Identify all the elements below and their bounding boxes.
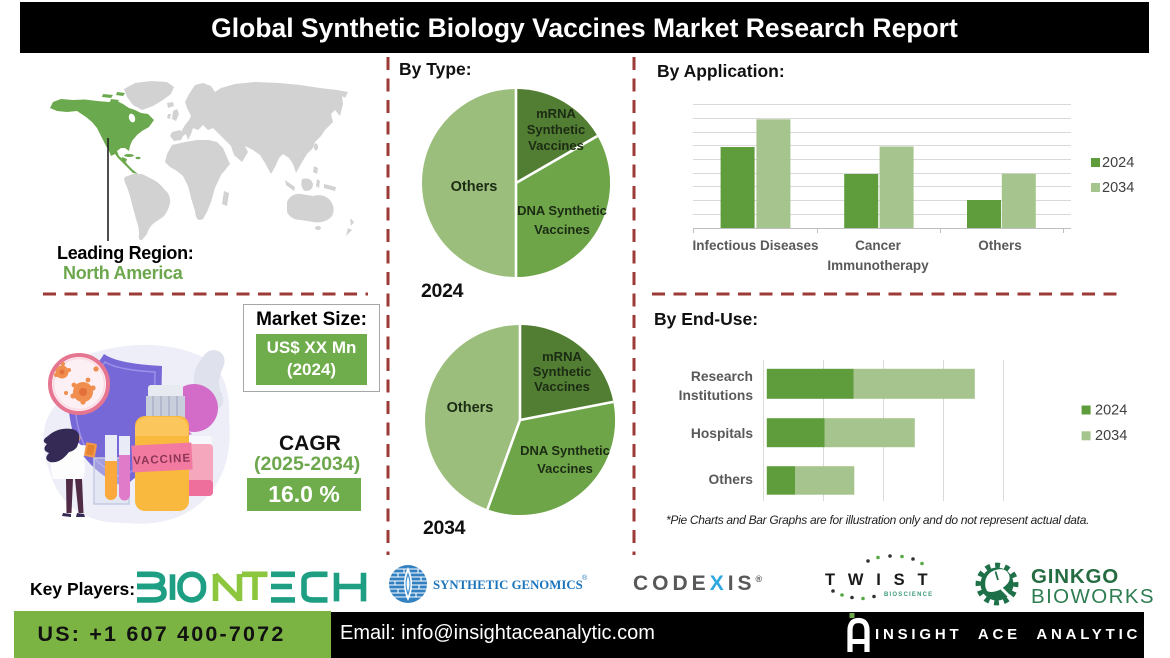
svg-text:GINKGO: GINKGO bbox=[1031, 565, 1119, 588]
svg-text:BIOWORKS: BIOWORKS bbox=[1031, 585, 1155, 608]
svg-text:BIOSCIENCE: BIOSCIENCE bbox=[884, 592, 933, 598]
svg-text:Others: Others bbox=[447, 400, 494, 416]
svg-text:Others: Others bbox=[451, 179, 498, 195]
svg-text:Immunotherapy: Immunotherapy bbox=[827, 258, 929, 273]
svg-text:SYNTHETIC GENOMICS: SYNTHETIC GENOMICS bbox=[433, 578, 583, 592]
svg-text:Others: Others bbox=[978, 238, 1022, 253]
svg-text:TWIST: TWIST bbox=[825, 571, 940, 589]
svg-text:Vaccines: Vaccines bbox=[528, 138, 584, 153]
svg-text:Hospitals: Hospitals bbox=[691, 426, 753, 441]
svg-text:DNA Synthetic: DNA Synthetic bbox=[517, 203, 607, 218]
svg-text:2034: 2034 bbox=[1102, 180, 1134, 196]
svg-text:Vaccines: Vaccines bbox=[537, 461, 593, 476]
svg-text:Infectious Diseases: Infectious Diseases bbox=[692, 238, 818, 253]
svg-text:Others: Others bbox=[709, 472, 754, 487]
svg-text:®: ® bbox=[582, 574, 588, 582]
svg-text:Vaccines: Vaccines bbox=[534, 222, 590, 237]
svg-text:Research: Research bbox=[691, 369, 753, 384]
svg-text:Synthetic: Synthetic bbox=[533, 364, 592, 379]
svg-text:2024: 2024 bbox=[1102, 155, 1134, 171]
svg-text:2034: 2034 bbox=[1095, 428, 1127, 444]
svg-text:Synthetic: Synthetic bbox=[527, 122, 586, 137]
svg-text:VACCINE: VACCINE bbox=[133, 452, 191, 467]
svg-text:Vaccines: Vaccines bbox=[534, 379, 590, 394]
svg-text:Institutions: Institutions bbox=[679, 388, 754, 403]
svg-text:DNA Synthetic: DNA Synthetic bbox=[520, 443, 610, 458]
svg-text:2024: 2024 bbox=[1095, 403, 1127, 419]
svg-text:mRNA: mRNA bbox=[542, 349, 582, 364]
svg-text:mRNA: mRNA bbox=[536, 106, 576, 121]
svg-text:Cancer: Cancer bbox=[855, 238, 902, 253]
